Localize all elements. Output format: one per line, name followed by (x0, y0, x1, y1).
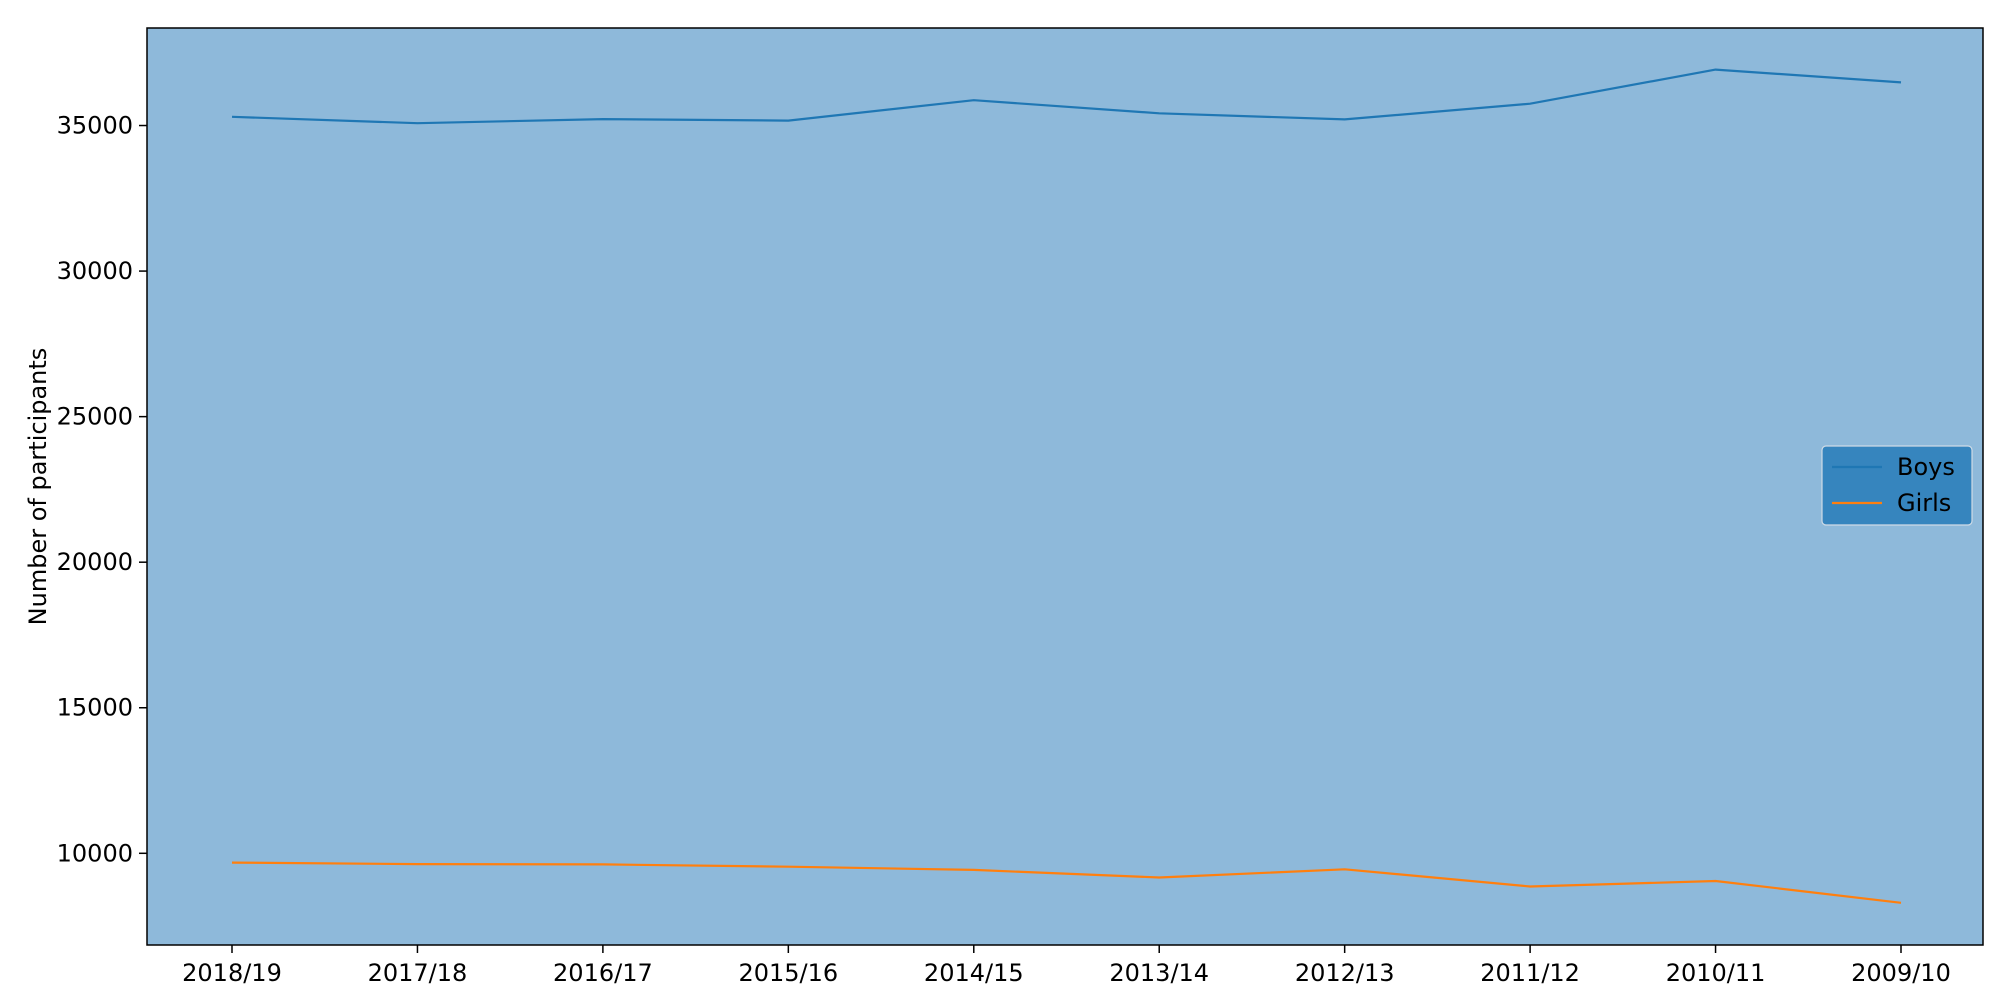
y-tick-label: 35000 (57, 112, 133, 140)
legend[interactable]: Boys Girls (1821, 445, 1973, 526)
legend-label-boys: Boys (1897, 453, 1955, 481)
y-tick-label: 10000 (57, 839, 133, 867)
y-tick-label: 15000 (57, 694, 133, 722)
x-tick-label: 2018/19 (182, 959, 282, 987)
x-tick-label: 2016/17 (553, 959, 653, 987)
y-tick-label: 20000 (57, 548, 133, 576)
x-tick-label: 2012/13 (1295, 959, 1395, 987)
x-tick-label: 2017/18 (368, 959, 468, 987)
y-tick-label: 25000 (57, 403, 133, 431)
y-axis: 10000 15000 20000 25000 30000 35000 (57, 112, 147, 867)
x-tick-label: 2009/10 (1851, 959, 1951, 987)
x-tick-label: 2011/12 (1480, 959, 1580, 987)
x-axis: 2018/19 2017/18 2016/17 2015/16 2014/15 2013/… (182, 945, 1951, 987)
x-tick-label: 2010/11 (1666, 959, 1766, 987)
y-tick-label: 30000 (57, 257, 133, 285)
series-layer (231, 68, 1902, 904)
legend-box (1821, 445, 1973, 526)
x-tick-label: 2014/15 (924, 959, 1024, 987)
series-line-boys (231, 68, 1902, 125)
plot-frame (146, 27, 1984, 946)
plot-area (147, 28, 1983, 945)
series-line-girls (231, 861, 1902, 904)
y-axis-label: Number of participants (24, 348, 52, 626)
legend-label-girls: Girls (1897, 489, 1951, 517)
x-tick-label: 2015/16 (738, 959, 838, 987)
x-tick-label: 2013/14 (1109, 959, 1209, 987)
